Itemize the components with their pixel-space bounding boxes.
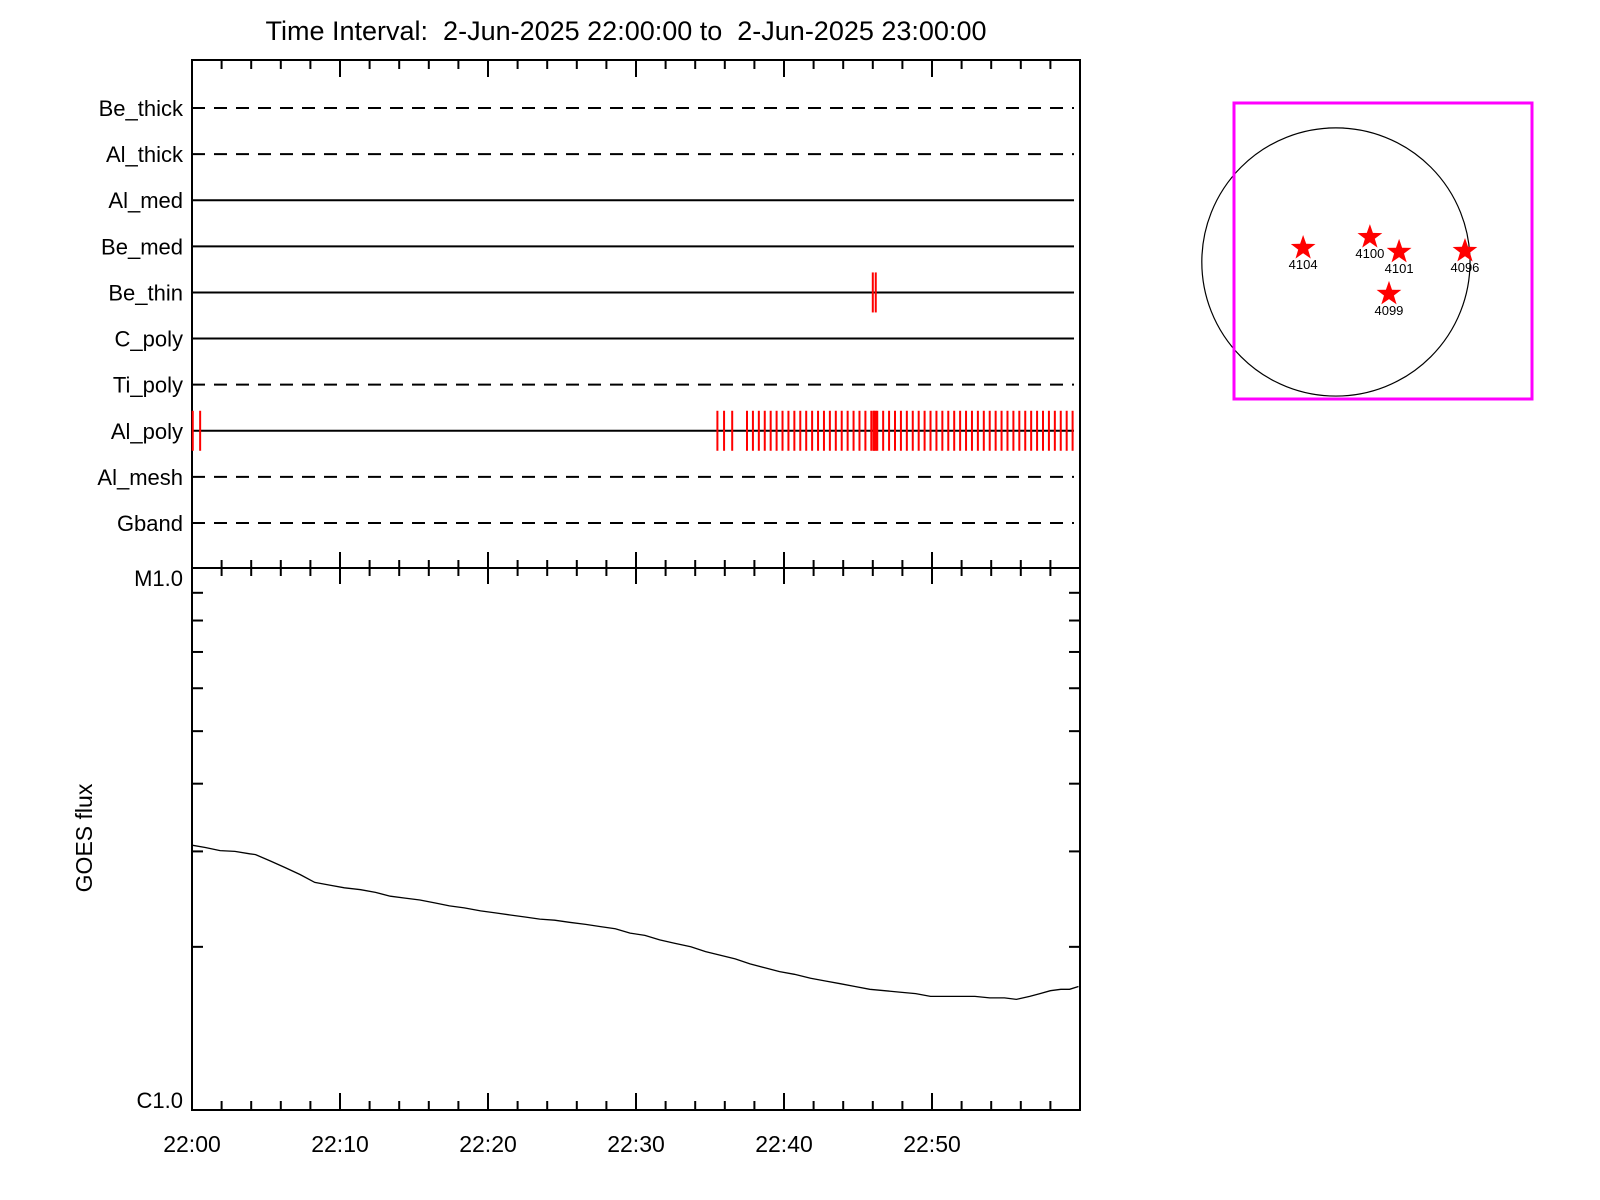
time-axis-ticks	[220, 61, 1052, 1109]
filter-timeline-frame	[191, 59, 1081, 569]
filter-row-label-Be_med: Be_med	[101, 234, 183, 259]
goes-y-minor-ticks	[193, 591, 1079, 948]
active-region-star-4099	[1376, 280, 1402, 305]
goes-panel-frame	[191, 567, 1081, 1111]
time-tick-label: 22:40	[755, 1131, 813, 1157]
filter-row-label-Al_mesh: Al_mesh	[97, 465, 183, 490]
active-region-label-4096: 4096	[1450, 260, 1479, 275]
filter-row-label-Ti_poly: Ti_poly	[113, 373, 183, 398]
active-region-star-4104	[1290, 235, 1316, 259]
active-region-label-4104: 4104	[1289, 257, 1318, 272]
time-tick-label: 22:50	[903, 1131, 961, 1157]
active-region-star-4100	[1357, 224, 1383, 248]
solar-disk-circle	[1201, 127, 1471, 397]
event-ticks-Al_poly	[191, 410, 1074, 451]
filter-row-label-Be_thick: Be_thick	[99, 96, 184, 121]
active-region-star-4101	[1386, 238, 1412, 263]
time-tick-label: 22:10	[311, 1131, 369, 1157]
active-region-label-4100: 4100	[1355, 246, 1384, 261]
filter-row-label-Al_med: Al_med	[108, 188, 183, 213]
time-tick-label: 22:00	[163, 1131, 221, 1157]
time-tick-label: 22:30	[607, 1131, 665, 1157]
filter-row-label-C_poly: C_poly	[115, 327, 183, 352]
goes-ybottom-label: C1.0	[137, 1088, 183, 1113]
fov-box	[1232, 101, 1534, 401]
filter-row-label-Be_thin: Be_thin	[108, 280, 183, 305]
filter-row-label-Gband: Gband	[117, 511, 183, 536]
goes-flux-curve	[191, 844, 1079, 1001]
time-tick-label: 22:20	[459, 1131, 517, 1157]
filter-row-label-Al_thick: Al_thick	[106, 142, 184, 167]
filter-row-label-Al_poly: Al_poly	[111, 419, 183, 444]
plot-title: Time Interval: 2-Jun-2025 22:00:00 to 2-…	[265, 16, 987, 46]
event-ticks-Be_thin	[871, 272, 877, 313]
active-region-label-4099: 4099	[1374, 303, 1403, 318]
active-region-label-4101: 4101	[1385, 261, 1414, 276]
goes-yaxis-title: GOES flux	[71, 783, 97, 892]
active-region-star-4096	[1452, 238, 1478, 262]
goes-ytop-label: M1.0	[134, 566, 183, 591]
